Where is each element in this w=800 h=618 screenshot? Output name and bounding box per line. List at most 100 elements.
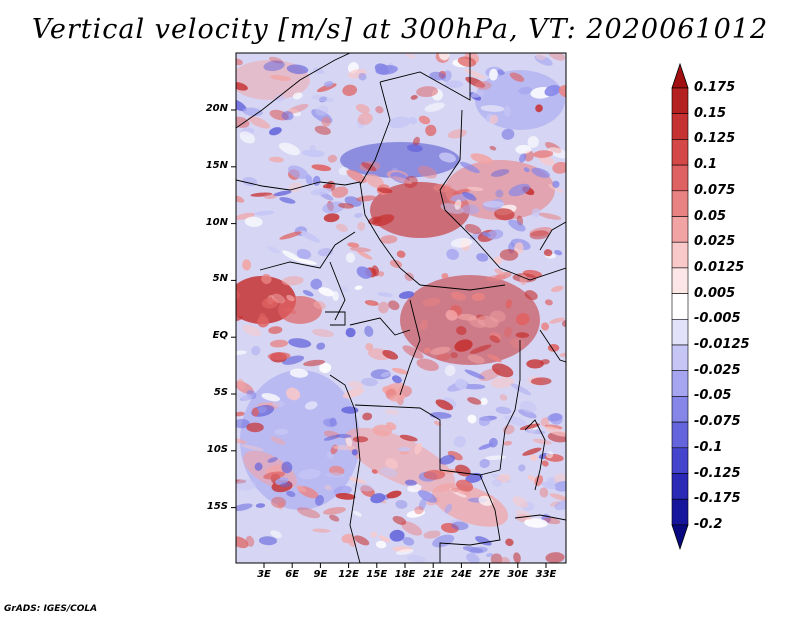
field-speckle [312, 528, 331, 533]
field-speckle [429, 71, 446, 81]
field-speckle [487, 229, 504, 240]
field-speckle [454, 339, 473, 352]
lat-tick-label: 10N [205, 216, 228, 228]
field-speckle [268, 127, 282, 136]
colorbar-level-label: 0.05 [694, 208, 727, 224]
field-speckle [400, 521, 423, 536]
field-speckle [236, 290, 241, 299]
field-speckle [365, 343, 374, 351]
field-speckle [527, 475, 537, 482]
field-speckle [514, 242, 524, 255]
field-speckle [491, 169, 510, 177]
field-speckle [440, 522, 459, 534]
field-speckle [554, 481, 566, 492]
field-speckle [273, 190, 292, 197]
field-speckle [236, 438, 247, 444]
field-speckle [251, 345, 261, 356]
field-speckle [360, 485, 375, 497]
field-speckle [336, 433, 352, 439]
field-speckle [288, 338, 312, 348]
field-speckle [270, 530, 282, 539]
field-speckle [236, 98, 247, 112]
field-speckle [323, 418, 338, 428]
field-speckle [311, 95, 335, 103]
field-speckle [504, 326, 513, 338]
field-speckle [355, 104, 370, 114]
lat-tick-label: 15N [205, 159, 228, 171]
map-title: Vertical velocity [m/s] at 300hPa, VT: 2… [31, 14, 769, 45]
colorbar-level-label: -0.0125 [694, 337, 750, 352]
field-speckle [287, 165, 309, 179]
field-speckle [272, 400, 285, 408]
field-speckle [310, 188, 332, 196]
field-speckle [238, 392, 253, 400]
field-speckle [515, 144, 532, 154]
field-speckle [274, 428, 289, 435]
field-speckle [515, 313, 530, 326]
field-speckle [545, 426, 566, 437]
field-speckle [543, 249, 553, 257]
border-path [379, 53, 471, 101]
lon-tick-label: 18E [394, 569, 416, 580]
field-speckle [365, 173, 385, 189]
field-speckle [364, 325, 374, 337]
field-speckle [457, 313, 478, 321]
field-speckle [503, 440, 513, 446]
field-speckle [286, 103, 309, 115]
field-speckle [509, 72, 525, 82]
field-speckle [250, 192, 273, 197]
field-speckle [462, 191, 477, 201]
field-speckle [480, 105, 505, 112]
field-speckle [335, 492, 356, 500]
field-speckle [236, 212, 256, 220]
field-speckle [382, 349, 399, 360]
field-speckle [296, 485, 307, 493]
field-speckle [294, 258, 317, 265]
field-speckle [378, 271, 385, 277]
field-speckle [254, 462, 263, 471]
field-speckle [313, 300, 326, 310]
field-speckle [377, 292, 393, 297]
field-speckle [279, 482, 292, 488]
field-speckle [375, 540, 387, 549]
lon-tick-label: 33E [535, 569, 557, 580]
field-speckle [471, 292, 486, 301]
field-speckle [286, 294, 295, 302]
field-speckle [495, 189, 504, 198]
field-speckle [408, 116, 418, 125]
field-speckle [482, 232, 491, 237]
field-speckle [236, 58, 243, 66]
field-speckle [423, 469, 446, 480]
field-speckle [465, 472, 483, 483]
field-speckle [315, 495, 324, 506]
field-speckle [527, 136, 539, 148]
field-speckle [237, 378, 246, 391]
field-speckle [268, 326, 283, 334]
field-speckle [435, 399, 454, 411]
field-speckle [491, 363, 514, 378]
field-speckle [375, 106, 384, 114]
field-speckle [494, 268, 505, 276]
field-speckle [531, 208, 541, 218]
field-speckle [459, 161, 480, 174]
field-speckle [516, 513, 529, 522]
field-speckle [354, 212, 363, 218]
field-speckle [495, 406, 512, 415]
field-speckle [524, 290, 538, 301]
lon-tick-label: 12E [338, 569, 359, 580]
field-speckle [451, 188, 472, 195]
border-path [439, 109, 463, 211]
field-speckle [439, 152, 456, 163]
field-speckle [236, 195, 245, 203]
field-speckle [367, 301, 375, 306]
field-speckle [399, 434, 418, 442]
field-speckle [433, 183, 452, 193]
field-speckle [406, 554, 426, 563]
field-speckle [236, 503, 253, 511]
field-speckle [282, 355, 305, 365]
field-speckle [545, 451, 554, 459]
field-speckle [501, 128, 515, 140]
field-speckle [450, 237, 473, 248]
field-speckle [269, 339, 289, 348]
field-speckle [407, 483, 422, 493]
